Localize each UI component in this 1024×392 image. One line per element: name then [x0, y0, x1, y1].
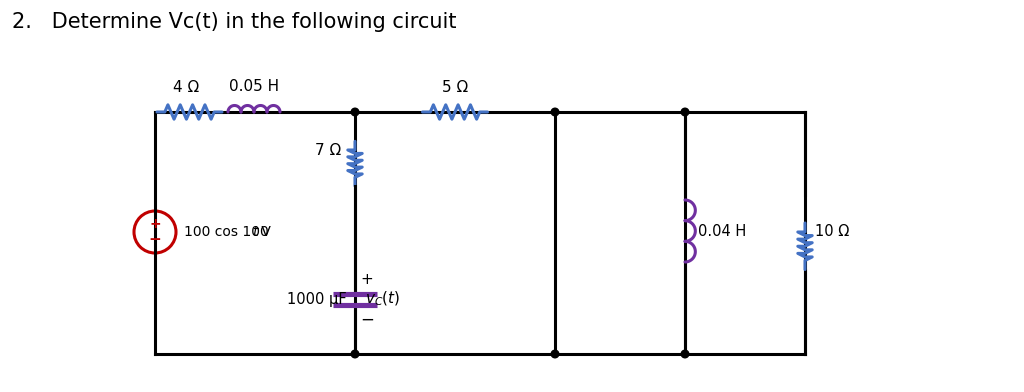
Text: V: V — [257, 225, 271, 239]
Text: −: − — [148, 232, 162, 247]
Circle shape — [551, 108, 559, 116]
Text: 10 Ω: 10 Ω — [815, 225, 849, 240]
Text: 5 Ω: 5 Ω — [442, 80, 468, 95]
Text: 7 Ω: 7 Ω — [314, 143, 341, 158]
Text: −: − — [360, 311, 374, 329]
Text: 2.   Determine Vc(t) in the following circuit: 2. Determine Vc(t) in the following circ… — [12, 12, 457, 32]
Circle shape — [681, 350, 689, 358]
Text: +: + — [150, 218, 161, 232]
Text: $v_C(t)$: $v_C(t)$ — [365, 290, 400, 308]
Circle shape — [681, 108, 689, 116]
Text: t: t — [253, 225, 258, 239]
Text: +: + — [360, 272, 373, 287]
Text: 4 Ω: 4 Ω — [173, 80, 200, 95]
Text: 0.04 H: 0.04 H — [698, 223, 746, 238]
Circle shape — [351, 108, 358, 116]
Circle shape — [551, 350, 559, 358]
Text: 1000 μF: 1000 μF — [288, 292, 347, 307]
Circle shape — [351, 350, 358, 358]
Text: 0.05 H: 0.05 H — [229, 79, 280, 94]
Text: 100 cos 100: 100 cos 100 — [184, 225, 268, 239]
